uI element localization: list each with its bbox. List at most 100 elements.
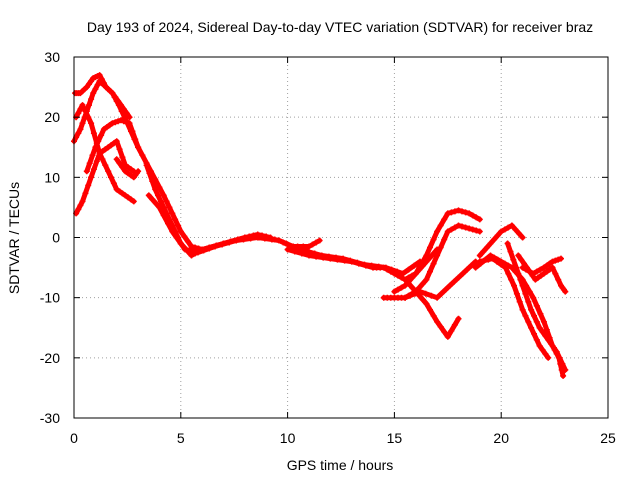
data-point xyxy=(552,257,559,264)
data-point xyxy=(448,226,455,233)
series-arc-17 xyxy=(504,240,569,373)
data-point xyxy=(90,130,97,137)
data-point xyxy=(468,262,475,269)
data-point xyxy=(560,372,567,379)
data-point xyxy=(469,226,476,233)
data-point xyxy=(530,294,537,301)
data-point xyxy=(427,306,433,313)
data-point xyxy=(320,254,327,261)
data-point xyxy=(143,162,150,169)
data-point xyxy=(219,241,226,248)
series-arc-13 xyxy=(402,258,479,301)
data-point xyxy=(459,208,465,215)
data-point xyxy=(437,244,444,251)
data-point xyxy=(313,253,320,260)
data-point xyxy=(120,118,127,125)
data-point xyxy=(402,282,409,289)
data-point xyxy=(155,192,161,199)
data-point xyxy=(126,120,133,127)
data-point xyxy=(556,354,563,361)
data-point xyxy=(409,274,416,281)
data-point xyxy=(86,160,93,167)
data-point xyxy=(516,298,523,305)
data-point xyxy=(116,146,123,153)
data-point xyxy=(455,274,462,281)
data-point xyxy=(149,178,156,185)
data-point xyxy=(92,86,99,93)
data-point xyxy=(90,166,97,173)
y-tick-label: 30 xyxy=(44,49,60,65)
data-point xyxy=(113,138,120,145)
data-point xyxy=(200,247,207,254)
data-point xyxy=(226,239,233,246)
x-tick-labels: 0 5 10 15 20 25 xyxy=(70,430,616,446)
x-tick-label: 15 xyxy=(387,430,403,446)
data-point xyxy=(446,282,453,289)
data-point xyxy=(157,198,164,205)
data-point xyxy=(430,260,437,267)
data-point xyxy=(261,235,268,242)
data-point xyxy=(380,264,387,271)
data-point xyxy=(469,212,476,219)
data-point xyxy=(102,162,109,169)
data-point xyxy=(395,272,401,279)
data-point xyxy=(539,346,546,353)
data-point xyxy=(434,294,441,301)
y-tick-label: 10 xyxy=(44,169,60,185)
data-point xyxy=(504,240,511,247)
data-point xyxy=(99,156,106,163)
data-point xyxy=(437,222,444,229)
data-point xyxy=(466,225,473,232)
data-point xyxy=(110,180,117,187)
data-point xyxy=(156,184,163,191)
data-point xyxy=(92,144,99,151)
data-point xyxy=(82,108,89,115)
data-point xyxy=(441,328,448,335)
data-point xyxy=(562,366,569,373)
data-point xyxy=(254,234,261,241)
data-point xyxy=(82,190,89,197)
data-point xyxy=(79,198,86,205)
data-point xyxy=(523,266,530,273)
data-point xyxy=(123,119,130,126)
data-point xyxy=(416,264,423,271)
data-point xyxy=(402,276,409,283)
data-point xyxy=(519,306,526,313)
data-point xyxy=(109,90,116,97)
data-point xyxy=(105,168,112,175)
data-point xyxy=(276,237,283,244)
data-point xyxy=(533,302,540,309)
data-point xyxy=(519,234,526,241)
data-point xyxy=(455,315,462,322)
data-point xyxy=(172,216,179,223)
data-point xyxy=(464,266,470,273)
data-point xyxy=(549,258,556,265)
y-tick-label: 0 xyxy=(52,230,60,246)
data-point xyxy=(540,318,547,325)
data-point xyxy=(442,286,449,293)
data-point xyxy=(190,248,197,255)
data-point xyxy=(476,252,483,259)
data-point xyxy=(93,158,100,165)
data-point xyxy=(542,332,549,339)
data-point xyxy=(505,224,512,231)
data-point xyxy=(494,232,501,239)
data-point xyxy=(175,222,181,229)
data-point xyxy=(491,236,498,243)
y-tick-labels: -30 -20 -10 0 10 20 30 xyxy=(40,49,60,426)
data-point xyxy=(543,326,550,333)
data-point xyxy=(75,110,82,117)
data-point xyxy=(152,200,159,207)
data-point xyxy=(513,264,520,271)
data-point xyxy=(391,288,398,295)
data-point xyxy=(79,120,86,127)
data-point xyxy=(115,98,122,105)
data-point xyxy=(533,318,540,325)
data-point xyxy=(145,192,152,199)
series-group xyxy=(71,72,569,379)
data-point xyxy=(120,106,127,113)
data-point xyxy=(522,312,529,319)
data-point xyxy=(119,164,126,171)
data-point xyxy=(384,266,391,273)
series-line xyxy=(73,138,137,216)
